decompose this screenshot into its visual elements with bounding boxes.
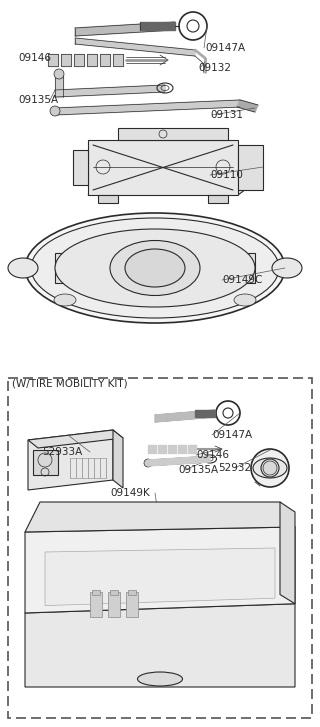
Polygon shape (28, 430, 113, 490)
Bar (33, 450, 58, 475)
Polygon shape (168, 445, 176, 453)
Ellipse shape (31, 218, 279, 318)
Bar (90, 592, 102, 617)
Polygon shape (75, 38, 195, 56)
Polygon shape (178, 445, 186, 453)
Polygon shape (148, 445, 156, 453)
Text: 09131: 09131 (210, 110, 243, 120)
Circle shape (263, 461, 277, 475)
Text: 09135A: 09135A (18, 95, 58, 105)
Polygon shape (61, 54, 71, 66)
Text: (W/TIRE MOBILITY KIT): (W/TIRE MOBILITY KIT) (12, 379, 128, 389)
Bar (128, 590, 136, 595)
Polygon shape (113, 54, 123, 66)
Polygon shape (238, 145, 263, 190)
Polygon shape (188, 445, 196, 453)
Text: 09147A: 09147A (205, 43, 245, 53)
Polygon shape (75, 22, 175, 36)
Polygon shape (55, 85, 165, 97)
Ellipse shape (253, 458, 287, 478)
Polygon shape (88, 180, 258, 195)
Polygon shape (55, 100, 240, 115)
Text: 09149K: 09149K (110, 488, 150, 498)
Polygon shape (25, 527, 295, 613)
Ellipse shape (54, 294, 76, 306)
Polygon shape (28, 430, 123, 448)
Ellipse shape (272, 258, 302, 278)
Ellipse shape (138, 672, 182, 686)
Text: 09146: 09146 (196, 450, 229, 460)
Text: 09132: 09132 (198, 63, 231, 73)
Text: 09110: 09110 (210, 170, 243, 180)
Polygon shape (155, 410, 215, 422)
Polygon shape (100, 54, 110, 66)
Polygon shape (140, 22, 175, 30)
Polygon shape (113, 430, 123, 488)
Polygon shape (87, 54, 97, 66)
Bar (8, 378, 312, 718)
Polygon shape (237, 100, 258, 112)
Bar (118, 128, 228, 140)
Ellipse shape (110, 241, 200, 295)
Polygon shape (88, 140, 238, 195)
Text: 09146: 09146 (18, 53, 51, 63)
Polygon shape (148, 456, 210, 466)
Ellipse shape (234, 294, 256, 306)
Bar (98, 195, 118, 203)
Ellipse shape (25, 213, 285, 323)
Ellipse shape (55, 229, 255, 307)
Polygon shape (48, 54, 58, 66)
Bar (92, 590, 100, 595)
Polygon shape (280, 502, 295, 603)
Polygon shape (73, 150, 88, 185)
Polygon shape (45, 548, 275, 606)
Bar (108, 592, 120, 617)
Polygon shape (74, 54, 84, 66)
Polygon shape (25, 603, 295, 687)
Polygon shape (195, 410, 215, 417)
Ellipse shape (261, 459, 279, 477)
Polygon shape (25, 502, 295, 532)
Text: 09149C: 09149C (222, 275, 262, 285)
Polygon shape (223, 253, 255, 283)
Polygon shape (55, 74, 63, 97)
Polygon shape (158, 445, 166, 453)
Circle shape (50, 106, 60, 116)
Circle shape (54, 69, 64, 79)
Ellipse shape (125, 249, 185, 287)
Bar (126, 592, 138, 617)
Bar (135, 288, 175, 300)
Circle shape (144, 459, 152, 467)
Bar (110, 590, 118, 595)
Text: 09147A: 09147A (212, 430, 252, 440)
Ellipse shape (8, 258, 38, 278)
Text: 52932: 52932 (218, 463, 251, 473)
Polygon shape (55, 253, 85, 283)
Text: 52933A: 52933A (42, 447, 82, 457)
Bar (208, 195, 228, 203)
Text: 09135A: 09135A (178, 465, 218, 475)
Ellipse shape (251, 449, 289, 487)
